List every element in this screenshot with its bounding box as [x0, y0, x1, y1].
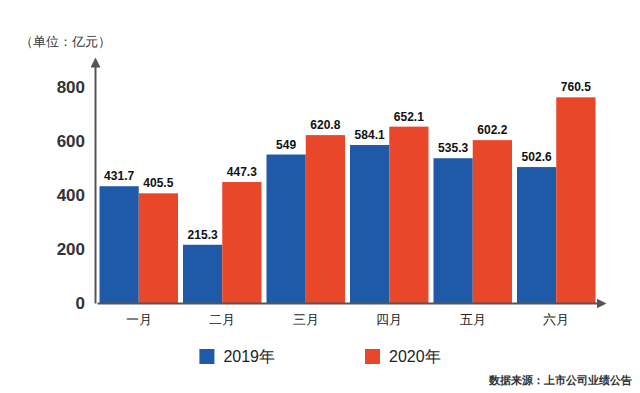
data-label: 502.6 [522, 150, 552, 164]
bar [517, 167, 556, 303]
x-tick-label: 四月 [376, 312, 402, 327]
x-tick-label: 三月 [293, 312, 319, 327]
data-label: 602.2 [477, 123, 507, 137]
data-label: 405.5 [143, 176, 173, 190]
y-axis-line [95, 66, 97, 304]
legend-swatch [365, 349, 380, 364]
x-tick: 六月 [543, 303, 569, 327]
data-label: 620.8 [310, 118, 340, 132]
data-label: 431.7 [104, 169, 134, 183]
y-axis: 0 200 400 600 800 [57, 66, 96, 313]
bar [434, 158, 473, 303]
legend-label: 2019年 [223, 348, 275, 365]
y-tick-label: 800 [57, 78, 85, 97]
bar [556, 97, 595, 303]
data-label: 584.1 [355, 128, 385, 142]
y-tick: 200 [57, 240, 95, 259]
y-axis-title: （单位：亿元） [20, 34, 111, 49]
x-axis: 一月 二月 三月 四月 五月 六月 [98, 303, 599, 327]
y-tick: 400 [57, 186, 95, 205]
legend-swatch [199, 349, 214, 364]
data-label: 535.3 [438, 141, 468, 155]
x-tick: 四月 [376, 303, 402, 327]
y-tick: 0 [76, 294, 95, 313]
x-tick-label: 六月 [543, 312, 569, 327]
x-tick: 一月 [126, 303, 152, 327]
bar [267, 155, 306, 303]
y-tick-label: 0 [76, 294, 85, 313]
chart: 431.7 215.3 549 584.1 535.3 502.6 405.5 447.3 62… [0, 0, 640, 393]
x-tick-label: 二月 [209, 312, 235, 327]
data-label: 760.5 [561, 80, 591, 94]
bar [139, 193, 178, 303]
legend: 2019年 2020年 [199, 348, 440, 365]
x-tick: 二月 [209, 303, 235, 327]
legend-item: 2020年 [365, 348, 441, 365]
annotation: 数据来源：上市公司业绩公告 [488, 374, 632, 386]
data-label: 447.3 [227, 165, 257, 179]
bars [100, 97, 596, 303]
bar [222, 182, 261, 303]
y-tick-label: 400 [57, 186, 85, 205]
x-tick-label: 五月 [460, 312, 486, 327]
y-tick: 800 [57, 78, 95, 97]
y-tick-label: 200 [57, 240, 85, 259]
data-label: 549 [276, 138, 296, 152]
bar [389, 127, 428, 303]
bar [183, 245, 222, 303]
data-label: 652.1 [394, 110, 424, 124]
legend-item: 2019年 [199, 348, 275, 365]
x-axis-line [98, 303, 599, 305]
bar [100, 186, 139, 303]
legend-label: 2020年 [389, 348, 441, 365]
data-label: 215.3 [188, 228, 218, 242]
y-tick-label: 600 [57, 132, 85, 151]
bar [473, 140, 512, 303]
bar [350, 145, 389, 303]
x-tick-label: 一月 [126, 312, 152, 327]
bar [306, 135, 345, 303]
y-tick: 600 [57, 132, 95, 151]
data-labels: 431.7 215.3 549 584.1 535.3 502.6 405.5 447.3 62… [104, 80, 591, 241]
x-tick: 三月 [293, 303, 319, 327]
x-tick: 五月 [460, 303, 486, 327]
